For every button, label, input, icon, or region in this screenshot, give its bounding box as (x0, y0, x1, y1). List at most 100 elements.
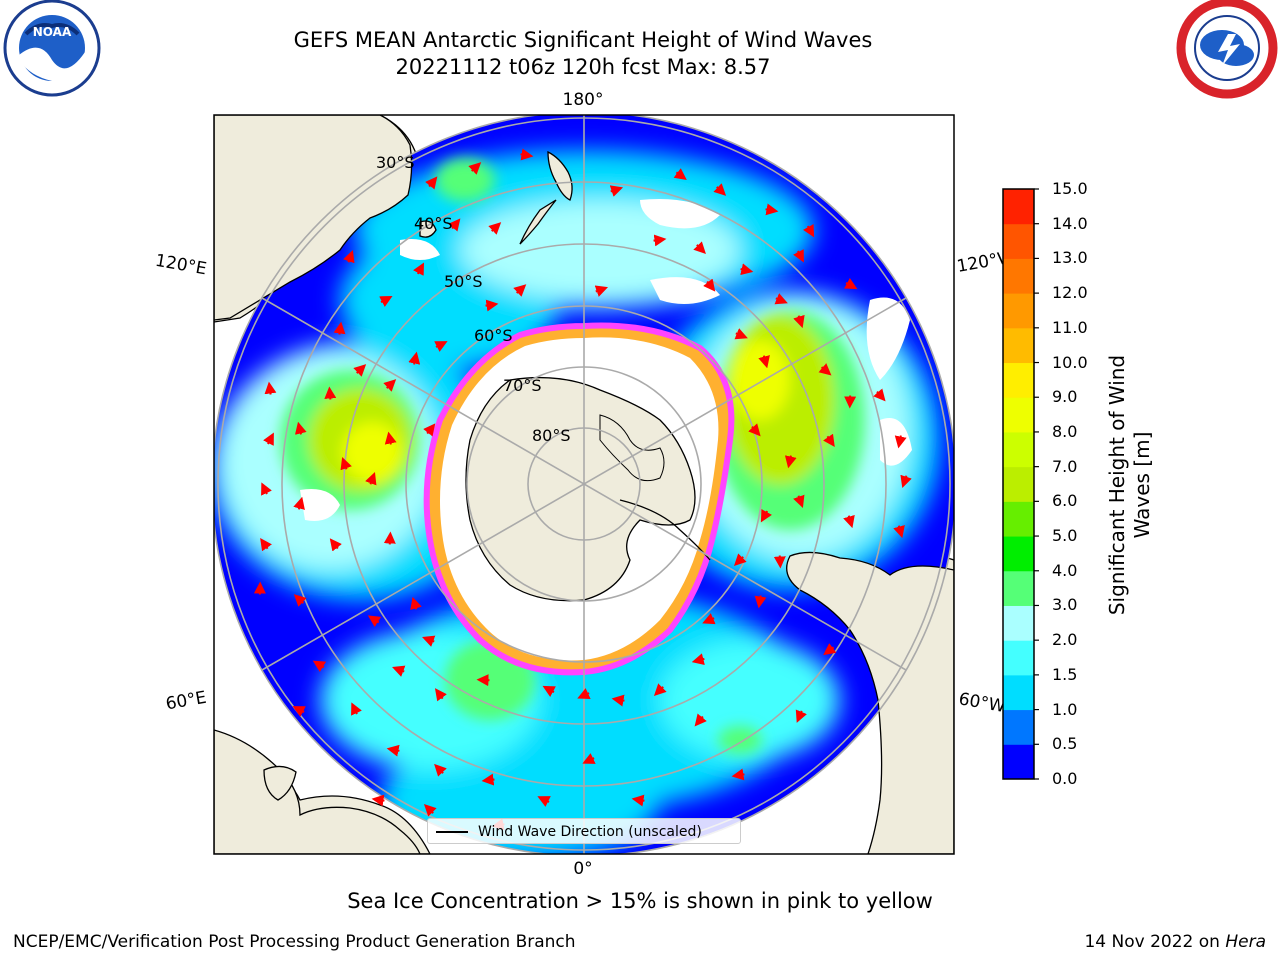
wave-vector-arrow (873, 388, 886, 402)
wave-vector-arrow (422, 635, 436, 647)
wave-vector-arrow (513, 284, 527, 297)
map-title: GEFS MEAN Antarctic Significant Height o… (293, 28, 873, 52)
wave-vector-arrow (343, 250, 355, 264)
lat-label-80s: 80°S (532, 426, 571, 445)
colorbar-segment (1003, 189, 1034, 225)
wave-vector-arrow (367, 615, 382, 627)
wave-vector-arrow (292, 706, 306, 717)
wave-vector-arrow (365, 472, 377, 486)
legend-line-swatch (436, 831, 468, 833)
wave-vector-arrow (340, 456, 352, 471)
wave-vector-arrow (758, 355, 770, 369)
wave-vector-arrow (844, 278, 858, 290)
antarctica (423, 322, 735, 676)
colorbar-segment (1003, 709, 1034, 745)
wave-vector-arrow (740, 263, 754, 276)
graticule (217, 115, 951, 854)
wave-vector-arrow (485, 299, 499, 312)
lon-label-60w: 60°W (957, 689, 1007, 717)
wave-vector-arrow (823, 433, 835, 448)
sea-ice-caption: Sea Ice Concentration > 15% is shown in … (347, 889, 933, 913)
wave-vector-arrow (537, 796, 551, 807)
wave-vector-arrow (784, 455, 797, 469)
footer-date: 14 Nov 2022 on Hera (1084, 932, 1266, 952)
wave-vector-arrow (488, 222, 502, 235)
lon-label-120e: 120°E (154, 251, 208, 280)
colorbar-tick-label: 3.0 (1052, 595, 1078, 615)
wave-vector-arrow (410, 596, 422, 611)
wave-vector-arrow (774, 293, 788, 305)
wave-vector-arrow (702, 613, 716, 625)
colorbar-tick-label: 6.0 (1052, 491, 1078, 511)
wave-vector-arrow (754, 595, 767, 609)
wave-vector-arrow (386, 744, 400, 757)
colorbar-title-line2: Waves [m] (1130, 431, 1154, 539)
wave-vector-arrow (425, 176, 438, 190)
wave-vector-arrow (468, 162, 482, 175)
footer-date-text: 14 Nov 2022 on (1084, 932, 1226, 952)
wave-vector-arrow (294, 421, 307, 435)
colorbar-tick-label: 2.0 (1052, 630, 1078, 650)
lon-label-60e: 60°E (164, 688, 208, 715)
footer-credit: NCEP/EMC/Verification Post Processing Pr… (13, 932, 576, 952)
wave-vector-arrow (324, 386, 337, 400)
footer-host: Hera (1225, 932, 1266, 952)
wave-vector-arrow (582, 753, 596, 764)
wave-vector-arrow (691, 653, 705, 665)
wave-vector-arrow (434, 688, 447, 702)
wave-vector-arrow (383, 379, 397, 392)
colorbar-segment (1003, 536, 1034, 572)
colorbar (1003, 188, 1039, 780)
wave-vector-arrow (823, 643, 837, 656)
wave-vector-arrow (713, 183, 727, 196)
wave-vector-arrow (408, 351, 421, 365)
wave-vector-arrow (795, 709, 807, 723)
colorbar-segment (1003, 431, 1034, 468)
wave-vector-arrow (520, 148, 534, 161)
wave-vector-arrow (448, 218, 461, 232)
colorbar-segment (1003, 674, 1034, 711)
wave-vector-arrow (423, 423, 436, 437)
wave-vector-arrow (793, 314, 805, 329)
wave-vector-arrow (261, 482, 272, 496)
map-area (214, 115, 954, 854)
wave-vector-arrow (900, 474, 912, 489)
colorbar-tick-label: 12.0 (1052, 283, 1088, 303)
colorbar-segment (1003, 327, 1034, 364)
wave-vector-arrow (843, 514, 855, 529)
lat-label-40s: 40°S (414, 214, 453, 233)
wave-vector-arrow (293, 594, 307, 607)
colorbar-segment (1003, 744, 1034, 780)
wave-vector-arrow (263, 432, 274, 446)
wave-vector-arrow (748, 423, 761, 437)
wave-vector-arrow (694, 713, 707, 727)
wave-vector-arrow (434, 341, 448, 352)
wave-vector-arrow (611, 694, 625, 707)
wave-vector-arrow (264, 381, 277, 395)
colorbar-segment (1003, 258, 1034, 294)
lon-label-0: 0° (573, 859, 592, 879)
colorbar-tick-label: 10.0 (1052, 352, 1088, 372)
wave-vector-arrow (577, 688, 591, 700)
wave-vector-arrow (392, 665, 406, 677)
wave-vector-arrow (703, 278, 716, 292)
wave-vector-arrow (893, 524, 905, 539)
colorbar-tick-label: 8.0 (1052, 421, 1078, 441)
colorbar-segment (1003, 397, 1034, 433)
wave-vector-arrow (653, 234, 667, 247)
colorbar-frame (1002, 188, 1035, 780)
colorbar-segment (1003, 570, 1034, 606)
colorbar-segment (1003, 466, 1034, 502)
wave-vector-arrow (803, 224, 815, 238)
wave-vector-arrow (353, 364, 367, 377)
wind-wave-vectors (253, 148, 912, 831)
wave-vector-arrow (673, 168, 687, 181)
wave-vector-arrow (379, 296, 393, 307)
legend-label: Wind Wave Direction (unscaled) (478, 824, 702, 840)
colorbar-segment (1003, 223, 1034, 259)
wave-vector-arrow (542, 685, 556, 697)
lon-label-180: 180° (563, 90, 604, 110)
colorbar-segment (1003, 605, 1034, 641)
wave-vector-arrow (760, 509, 772, 523)
